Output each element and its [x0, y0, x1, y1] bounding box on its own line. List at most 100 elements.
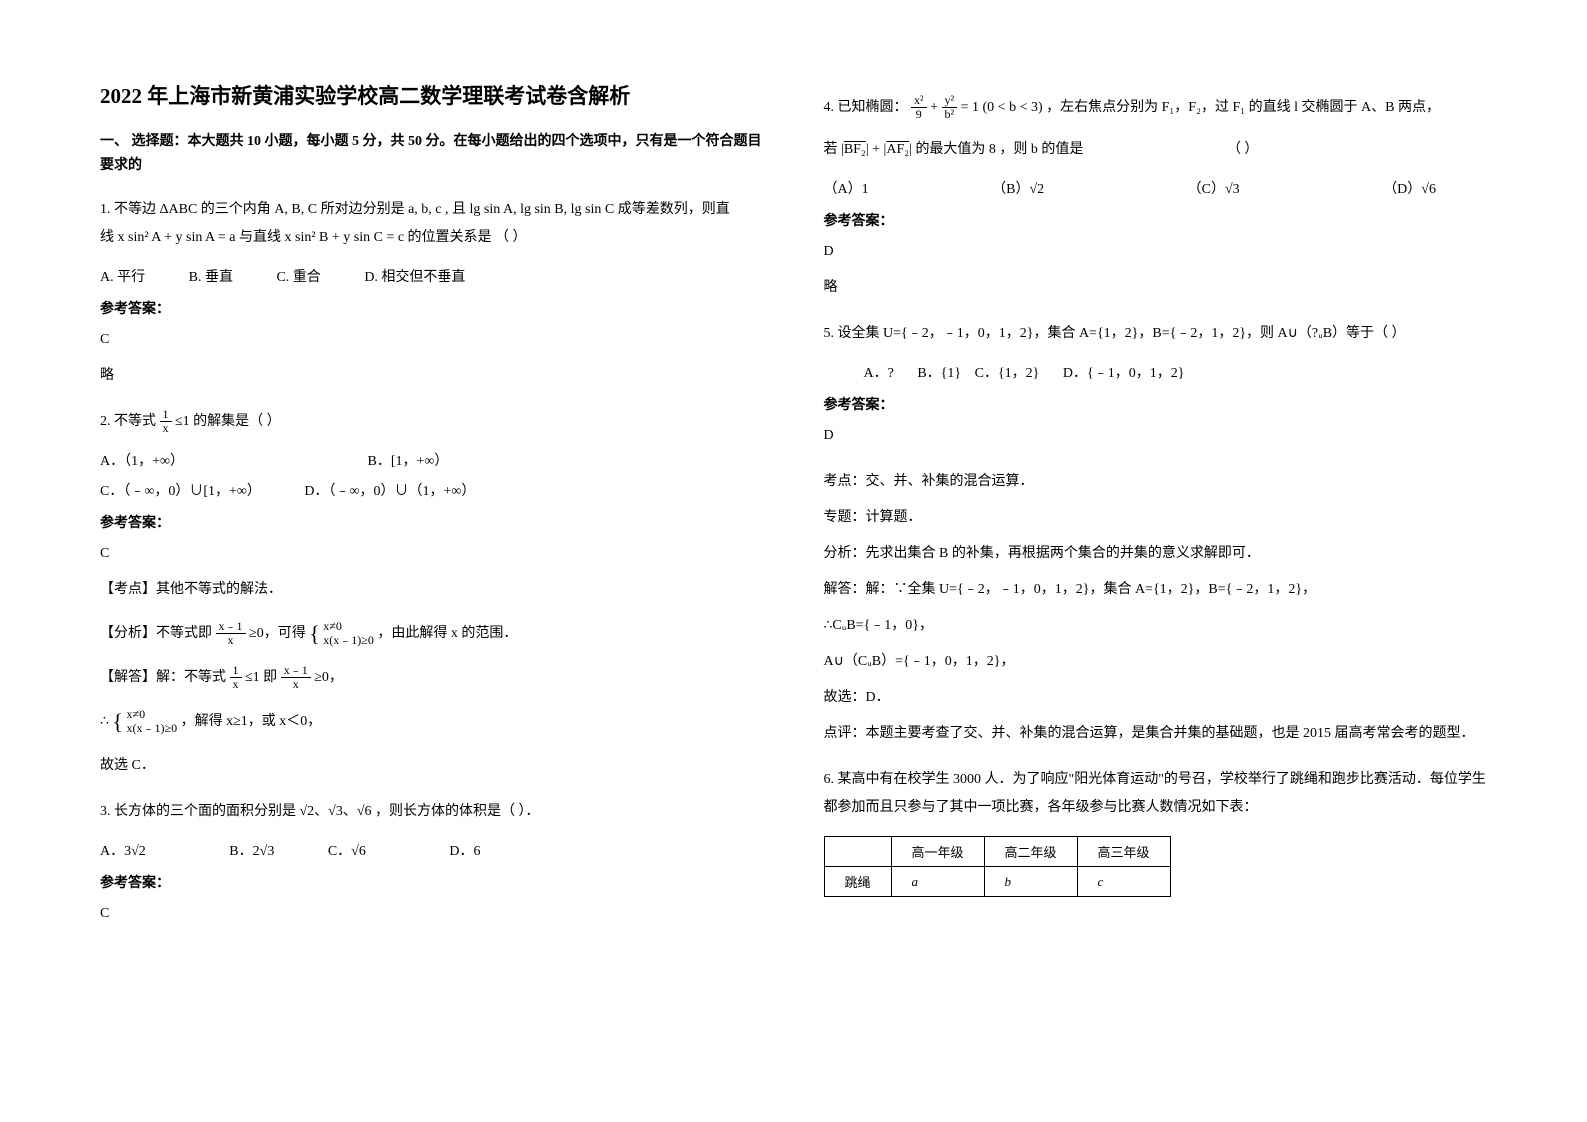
- q5-opt-d: D．{﹣1，0，1，2}: [1063, 362, 1185, 382]
- q2-jd2-b: ，解得 x≥1，或 x＜0，: [181, 714, 322, 729]
- q2-opt-c: C．（﹣∞，0）∪[1，+∞）: [100, 480, 261, 500]
- q2-jd-c: ≥0，: [314, 670, 343, 685]
- q5-kd: 考点：交、并、补集的混合运算．: [824, 468, 1488, 496]
- q2-fx-a: 【分析】不等式即: [100, 626, 216, 641]
- question-4: 4. 已知椭圆： x²9 + y²b² = 1 (0 < b < 3) ，左右焦…: [824, 94, 1488, 122]
- q5-jd1: 解答：解：∵全集 U={﹣2，﹣1，0，1，2}，集合 A={1，2}，B={﹣…: [824, 576, 1488, 604]
- q1-answer-header: 参考答案：: [100, 298, 764, 318]
- q1-opt-c: C. 重合: [276, 266, 320, 286]
- q5-opt-c: C．{1，2}: [975, 362, 1040, 382]
- table-cell: a: [891, 867, 984, 897]
- question-1: 1. 不等边 ΔABC 的三个内角 A, B, C 所对边分别是 a, b, c…: [100, 196, 764, 252]
- q5-fx: 分析：先求出集合 B 的补集，再根据两个集合的并集的意义求解即可．: [824, 540, 1488, 568]
- right-column: 4. 已知椭圆： x²9 + y²b² = 1 (0 < b < 3) ，左右焦…: [824, 80, 1488, 936]
- q4-stem-b: ，左右焦点分别为 F₁，F₂，过 F₁ 的直线 l 交椭圆于 A、B 两点，: [1046, 100, 1440, 115]
- q6-table: 高一年级 高二年级 高三年级 跳绳 a b c: [824, 836, 1171, 897]
- q2-options-row1: A．（1，+∞） B．[1，+∞）: [100, 450, 764, 470]
- left-column: 2022 年上海市新黄浦实验学校高二数学理联考试卷含解析 一、 选择题：本大题共…: [100, 80, 764, 936]
- q5-jd3: A∪（CᵤB）={﹣1，0，1，2}，: [824, 648, 1488, 676]
- q3-answer-header: 参考答案：: [100, 872, 764, 892]
- q2-fx-b: ≥0，可得: [249, 626, 309, 641]
- segment-af2: AF₂: [886, 142, 909, 157]
- brace-icon: {: [309, 621, 320, 646]
- q3-opt-b: B．2√3: [229, 840, 274, 860]
- cell-val: b: [1005, 874, 1012, 889]
- q1-opt-a: A. 平行: [100, 266, 145, 286]
- q4-line2: 若 |BF₂| + |AF₂| 的最大值为 8 ，则 b 的值是 （ ）: [824, 136, 1488, 164]
- table-cell: c: [1077, 867, 1170, 897]
- q2-analysis: 【分析】不等式即 x﹣1x ≥0，可得 { x≠0x(x﹣1)≥0 ，由此解得 …: [100, 612, 764, 656]
- fraction-icon: x﹣1x: [281, 664, 311, 691]
- q2-jd-b: ≤1 即: [245, 670, 281, 685]
- q1-opt-d: D. 相交但不垂直: [364, 266, 465, 286]
- q3-answer: C: [100, 900, 764, 928]
- q1-stem-b: 线 x sin² A + y sin A = a 与直线 x sin² B + …: [100, 224, 764, 252]
- q1-answer: C: [100, 326, 764, 354]
- fraction-icon: y²b²: [942, 94, 958, 121]
- q4-opt-a: （A）1: [824, 178, 869, 198]
- q1-options: A. 平行 B. 垂直 C. 重合 D. 相交但不垂直: [100, 266, 764, 286]
- section-intro: 一、 选择题：本大题共 10 小题，每小题 5 分，共 50 分。在每小题给出的…: [100, 130, 764, 178]
- q4-stem-a: 4. 已知椭圆：: [824, 100, 908, 115]
- question-3: 3. 长方体的三个面的面积分别是 √2、√3、√6 ，则长方体的体积是（ ）．: [100, 798, 764, 826]
- q3-options: A．3√2 B．2√3 C．√6 D．6: [100, 840, 764, 860]
- cell-val: c: [1098, 874, 1104, 889]
- q5-answer: D: [824, 422, 1488, 450]
- table-header: 高一年级: [891, 837, 984, 867]
- q5-opt-a: A．?: [864, 362, 894, 382]
- fraction-icon: x﹣1x: [216, 620, 246, 647]
- case-icon: x≠0x(x﹣1)≥0: [323, 620, 374, 646]
- question-2: 2. 不等式 1x ≤1 的解集是（ ）: [100, 408, 764, 436]
- q4-stem2b: 的最大值为 8 ，则 b 的值是: [915, 142, 1083, 157]
- q5-answer-header: 参考答案：: [824, 394, 1488, 414]
- segment-bf2: BF₂: [844, 142, 866, 157]
- q2-fx-c: ，由此解得 x 的范围．: [377, 626, 517, 641]
- q2-opt-a: A．（1，+∞）: [100, 450, 184, 470]
- q5-jd4: 故选：D．: [824, 684, 1488, 712]
- q4-answer: D: [824, 238, 1488, 266]
- q4-answer-header: 参考答案：: [824, 210, 1488, 230]
- q2-jd-a: 【解答】解：不等式: [100, 670, 230, 685]
- table-row: 跳绳 a b c: [824, 867, 1170, 897]
- q5-jd2: ∴CᵤB={﹣1，0}，: [824, 612, 1488, 640]
- q2-solution-2: ∴ { x≠0x(x﹣1)≥0 ，解得 x≥1，或 x＜0，: [100, 700, 764, 744]
- q3-opt-d: D．6: [449, 840, 480, 860]
- table-rowhead: 跳绳: [824, 867, 891, 897]
- q2-solution-1: 【解答】解：不等式 1x ≤1 即 x﹣1x ≥0，: [100, 664, 764, 692]
- q2-stem-tail: ≤1 的解集是（ ）: [175, 414, 281, 429]
- question-6: 6. 某高中有在校学生 3000 人．为了响应"阳光体育运动"的号召，学校举行了…: [824, 766, 1488, 822]
- q2-options-row2: C．（﹣∞，0）∪[1，+∞） D．（﹣∞，0）∪（1，+∞）: [100, 480, 764, 500]
- exam-page: 2022 年上海市新黄浦实验学校高二数学理联考试卷含解析 一、 选择题：本大题共…: [0, 0, 1587, 976]
- fraction-icon: x²9: [911, 94, 927, 121]
- brace-icon: {: [112, 709, 123, 734]
- q4-opt-c: （C）√3: [1188, 178, 1240, 198]
- q5-opt-b: B．{1}: [917, 362, 961, 382]
- table-cell: b: [984, 867, 1077, 897]
- q4-paren: （ ）: [1227, 142, 1259, 157]
- q1-note: 略: [100, 362, 764, 390]
- table-header: 高三年级: [1077, 837, 1170, 867]
- q4-options: （A）1 （B）√2 （C）√3 （D）√6: [824, 178, 1488, 198]
- table-row: 高一年级 高二年级 高三年级: [824, 837, 1170, 867]
- q1-opt-b: B. 垂直: [189, 266, 233, 286]
- q2-opt-d: D．（﹣∞，0）∪（1，+∞）: [304, 480, 475, 500]
- question-5: 5. 设全集 U={﹣2，﹣1，0，1，2}，集合 A={1，2}，B={﹣2，…: [824, 320, 1488, 348]
- q3-opt-c: C．√6: [328, 840, 366, 860]
- q4-stem2a: 若: [824, 142, 842, 157]
- table-header: 高二年级: [984, 837, 1077, 867]
- q4-note: 略: [824, 274, 1488, 302]
- q1-stem-a: 1. 不等边 ΔABC 的三个内角 A, B, C 所对边分别是 a, b, c…: [100, 196, 764, 224]
- table-cell-blank: [824, 837, 891, 867]
- q2-jd2-a: ∴: [100, 714, 112, 729]
- q2-stem: 2. 不等式: [100, 414, 156, 429]
- page-title: 2022 年上海市新黄浦实验学校高二数学理联考试卷含解析: [100, 80, 764, 110]
- q2-kp: 【考点】其他不等式的解法．: [100, 576, 764, 604]
- case-icon: x≠0x(x﹣1)≥0: [126, 708, 177, 734]
- cell-val: a: [912, 874, 919, 889]
- q2-fraction-icon: 1x: [160, 408, 172, 435]
- q5-options: A．? B．{1} C．{1，2} D．{﹣1，0，1，2}: [864, 362, 1488, 382]
- q4-opt-d: （D）√6: [1383, 178, 1436, 198]
- q2-solution-3: 故选 C．: [100, 752, 764, 780]
- q2-answer-header: 参考答案：: [100, 512, 764, 532]
- q5-zt: 专题：计算题．: [824, 504, 1488, 532]
